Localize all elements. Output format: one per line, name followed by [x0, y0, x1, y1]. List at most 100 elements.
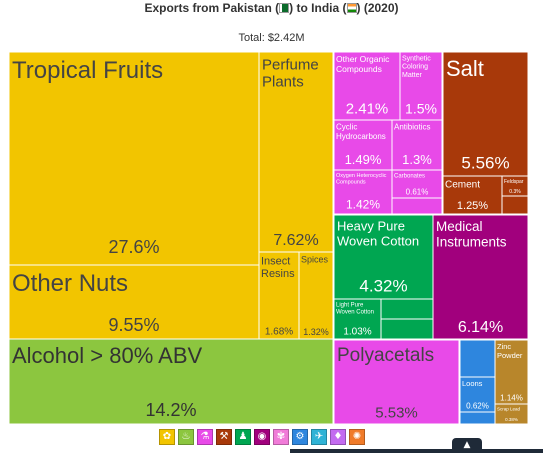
treemap-value-insect-resins: 1.68% [265, 327, 293, 338]
mineral-products-icon[interactable]: ⚒ [216, 429, 232, 445]
treemap-label-spices: Spices [301, 255, 329, 265]
treemap-cell-minor-2[interactable] [380, 318, 434, 340]
treemap-label-light-pure-woven-cotton: Light Pure Woven Cotton [336, 303, 374, 316]
treemap-cell-loons[interactable]: Loons 0.62% [459, 376, 496, 413]
treemap-cell-spices[interactable]: Spices 1.32% [298, 251, 334, 340]
treemap-label-perfume-plants: Perfume Plants [262, 56, 319, 90]
pakistan-flag-icon [279, 3, 290, 13]
treemap-value-feldspar: 0.3% [509, 189, 521, 195]
treemap-value-perfume-plants: 7.62% [273, 232, 318, 249]
treemap-value-scrap-lead: 0.38% [505, 417, 518, 422]
title-suffix: ) (2020) [356, 1, 399, 15]
treemap-value-alcohol-80-abv: 14.2% [145, 400, 196, 420]
treemap-rect-oxygen-heterocyclic-compounds[interactable] [333, 169, 393, 215]
plastics-icon[interactable]: ✾ [273, 429, 289, 445]
treemap-cell-light-pure-woven-cotton[interactable]: Light Pure Woven Cotton 1.03% [333, 298, 382, 340]
foodstuffs-icon[interactable]: ♨ [178, 429, 194, 445]
treemap-value-oxygen-heterocyclic-compounds: 1.42% [346, 198, 380, 212]
treemap-cell-salt[interactable]: Salt 5.56% [442, 51, 529, 177]
treemap-value-spices: 1.32% [303, 327, 329, 337]
treemap-label-salt: Salt [446, 56, 484, 81]
vegetable-products-icon[interactable]: ✿ [159, 429, 175, 445]
treemap-rect-light-pure-woven-cotton[interactable] [333, 298, 382, 340]
title-prefix: Exports from Pakistan ( [144, 1, 280, 15]
treemap-label-other-organic-compounds: Other Organic Compounds [336, 54, 390, 74]
treemap-label-carbonates: Carbonates [394, 174, 425, 180]
treemap-label-cyclic-hydrocarbons: Cyclic Hydrocarbons [336, 123, 386, 141]
treemap-cell-other-organic-compounds[interactable]: Other Organic Compounds 2.41% [333, 51, 401, 121]
treemap-rect-carbonates[interactable] [391, 169, 443, 199]
treemap-label-zinc-powder: Zinc Powder [497, 342, 523, 360]
treemap-cell-perfume-plants[interactable]: Perfume Plants 7.62% [258, 51, 334, 253]
treemap-cell-heavy-pure-woven-cotton[interactable]: Heavy Pure Woven Cotton 4.32% [333, 214, 434, 300]
treemap-rect-antibiotics[interactable] [391, 119, 443, 171]
treemap-rect-cyclic-hydrocarbons[interactable] [333, 119, 393, 171]
instruments-icon[interactable]: ◉ [254, 429, 270, 445]
treemap-label-heavy-pure-woven-cotton: Heavy Pure Woven Cotton [337, 218, 419, 248]
treemap-cell-oxygen-heterocyclic-compounds[interactable]: Oxygen Heterocyclic Compounds 1.42% [333, 169, 393, 215]
treemap-rect-synthetic-coloring-matter[interactable] [399, 51, 443, 121]
treemap-rect-tropical-fruits[interactable] [8, 51, 260, 266]
treemap-cell-cement[interactable]: Cement 1.25% [442, 175, 503, 215]
treemap-rect-spices[interactable] [298, 251, 334, 340]
treemap-value-carbonates: 0.61% [406, 187, 429, 196]
treemap-value-polyacetals: 5.53% [375, 404, 418, 421]
metals-icon[interactable]: ⚙ [292, 429, 308, 445]
treemap-cell-other-nuts[interactable]: Other Nuts 9.55% [8, 264, 260, 340]
treemap-cell-synthetic-coloring-matter[interactable]: Synthetic Coloring Matter 1.5% [399, 51, 443, 121]
treemap-cell-minor-3[interactable] [459, 339, 496, 378]
chart-subtitle: Total: $2.42M [238, 32, 305, 44]
treemap-value-salt: 5.56% [461, 153, 509, 172]
transportation-icon[interactable]: ✈ [311, 429, 327, 445]
treemap-label-loons: Loons [462, 379, 483, 388]
treemap-cell-feldspar[interactable]: Feldspar 0.3% [501, 175, 529, 197]
sector-legend: ✿ ♨ ⚗ ⚒ ♟ ◉ ✾ ⚙ ✈ ♦ ✺ [159, 429, 365, 447]
treemap-label-cement: Cement [445, 180, 480, 191]
treemap-rect-zinc-powder[interactable] [494, 339, 529, 405]
treemap-rect-feldspar[interactable] [501, 175, 529, 197]
treemap-cell-antibiotics[interactable]: Antibiotics 1.3% [391, 119, 443, 171]
treemap-rect-scrap-lead[interactable] [494, 403, 529, 425]
treemap-value-medical-instruments: 6.14% [458, 319, 503, 336]
treemap-rect-salt[interactable] [442, 51, 529, 177]
treemap-cell-minor-1[interactable] [380, 298, 434, 320]
treemap-rect-heavy-pure-woven-cotton[interactable] [333, 214, 434, 300]
treemap-rect-polyacetals[interactable] [333, 339, 460, 425]
title-middle: ) to India ( [289, 1, 347, 15]
treemap-value-other-organic-compounds: 2.41% [346, 100, 389, 117]
treemap-label-scrap-lead: Scrap Lead [497, 406, 521, 411]
textiles-icon[interactable]: ♟ [235, 429, 251, 445]
treemap-label-oxygen-heterocyclic-compounds: Oxygen Heterocyclic Compounds [336, 173, 387, 185]
miscellaneous-icon[interactable]: ✺ [349, 429, 365, 445]
treemap-cell-minor-0[interactable] [391, 197, 443, 215]
treemap-cell-medical-instruments[interactable]: Medical Instruments 6.14% [432, 214, 529, 340]
treemap-cell-cyclic-hydrocarbons[interactable]: Cyclic Hydrocarbons 1.49% [333, 119, 393, 171]
treemap-label-synthetic-coloring-matter: Synthetic Coloring Matter [402, 56, 431, 79]
treemap-cell-minor-5[interactable] [501, 195, 529, 215]
treemap-cell-zinc-powder[interactable]: Zinc Powder 1.14% [494, 339, 529, 405]
precious-metals-icon[interactable]: ♦ [330, 429, 346, 445]
treemap-label-alcohol-80-abv: Alcohol > 80% ABV [12, 343, 203, 368]
chemical-products-icon[interactable]: ⚗ [197, 429, 213, 445]
treemap-value-zinc-powder: 1.14% [500, 393, 523, 402]
page-title: Exports from Pakistan ( ) to India ( ) (20… [0, 1, 543, 15]
treemap-value-cement: 1.25% [457, 200, 488, 212]
treemap-label-polyacetals: Polyacetals [337, 345, 434, 366]
treemap-label-antibiotics: Antibiotics [394, 123, 430, 132]
treemap-cell-polyacetals[interactable]: Polyacetals 5.53% [333, 339, 460, 425]
treemap-cell-insect-resins[interactable]: Insect Resins 1.68% [258, 251, 300, 340]
treemap-cell-scrap-lead[interactable]: Scrap Lead 0.38% [494, 403, 529, 425]
treemap-label-other-nuts: Other Nuts [12, 270, 128, 297]
treemap-cell-alcohol-80-abv[interactable]: Alcohol > 80% ABV 14.2% [8, 338, 334, 425]
treemap-label-tropical-fruits: Tropical Fruits [12, 57, 163, 84]
treemap-value-antibiotics: 1.3% [402, 152, 432, 167]
treemap-cell-tropical-fruits[interactable]: Tropical Fruits 27.6% [8, 51, 260, 266]
treemap-value-tropical-fruits: 27.6% [108, 237, 159, 257]
treemap-rect-medical-instruments[interactable] [432, 214, 529, 340]
treemap-cell-minor-4[interactable] [459, 411, 496, 425]
treemap-rect-other-organic-compounds[interactable] [333, 51, 401, 121]
treemap-rect-cement[interactable] [442, 175, 503, 215]
treemap-rect-alcohol-80-abv[interactable] [8, 338, 334, 425]
treemap-cell-carbonates[interactable]: Carbonates 0.61% [391, 169, 443, 199]
